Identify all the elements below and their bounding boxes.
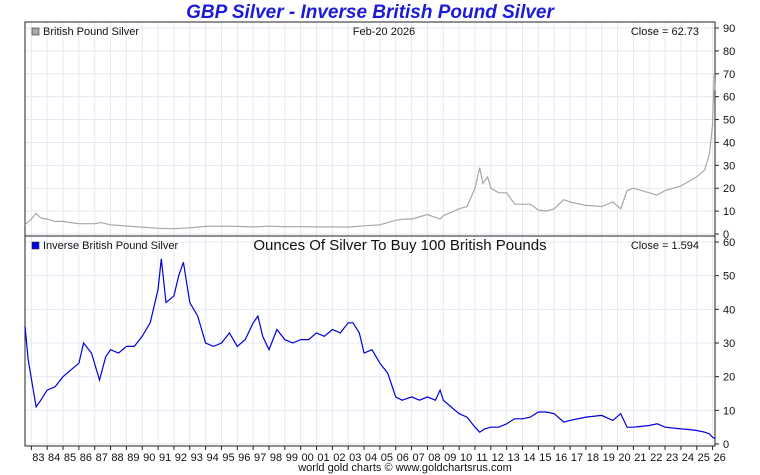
bottom-legend-label: Inverse British Pound Silver <box>43 240 178 252</box>
top-y-tick-label: 10 <box>723 206 735 218</box>
chart-title: GBP Silver - Inverse British Pound Silve… <box>186 2 554 23</box>
x-tick-label: 15 <box>539 452 551 464</box>
x-tick-label: 06 <box>397 452 409 464</box>
top-panel: 0 10 20 30 40 50 60 70 80 90 British Pound Silver… <box>24 21 735 241</box>
bottom-grid <box>25 236 715 446</box>
x-tick-label: 11 <box>476 452 487 464</box>
x-tick-label: 14 <box>523 452 535 464</box>
x-tick-label: 21 <box>634 452 646 464</box>
x-tick-label: 91 <box>159 452 171 464</box>
x-tick-label: 01 <box>317 452 329 464</box>
bot-plot-background <box>25 236 715 446</box>
bottom-close-label: Close = 1.594 <box>631 240 699 252</box>
x-tick-label: 08 <box>428 452 440 464</box>
x-tick-label: 24 <box>682 452 694 464</box>
x-tick-label: 18 <box>587 452 599 464</box>
top-y-tick-label: 80 <box>723 46 735 58</box>
x-tick-label: 13 <box>508 452 520 464</box>
footer-credit: world gold charts © www.goldchartsrus.co… <box>298 462 512 474</box>
bottom-chart-title: Ounces Of Silver To Buy 100 British Poun… <box>253 237 546 254</box>
x-tick-label: 98 <box>270 452 282 464</box>
x-tick-label: 02 <box>333 452 345 464</box>
x-tick-label: 22 <box>650 452 662 464</box>
x-tick-label: 92 <box>175 452 187 464</box>
x-tick-label: 07 <box>412 452 424 464</box>
top-plot-background <box>25 22 715 236</box>
top-legend-swatch <box>31 27 40 36</box>
bot-y-tick-label: 20 <box>723 372 735 384</box>
top-y-tick-label: 40 <box>723 137 735 149</box>
top-y-tick-label: 60 <box>723 92 735 104</box>
x-tick-label: 05 <box>381 452 393 464</box>
x-tick-label: 88 <box>111 452 123 464</box>
x-tick-label: 00 <box>302 452 314 464</box>
x-axis: 83 84 85 86 87 88 89 90 91 92 93 94 95 96 97 98 99 00 01 02… <box>30 446 726 464</box>
bot-y-tick-label: 30 <box>723 338 735 350</box>
bottom-legend-swatch <box>31 241 40 250</box>
top-y-tick-label: 30 <box>723 160 735 172</box>
bottom-y-axis: 0 10 20 30 40 50 60 <box>715 237 735 451</box>
x-tick-label: 86 <box>80 452 92 464</box>
x-tick-label: 12 <box>492 452 504 464</box>
bot-y-tick-label: 60 <box>723 237 735 249</box>
top-close-label: Close = 62.73 <box>631 26 699 38</box>
bot-y-tick-label: 10 <box>723 405 735 417</box>
top-series-line <box>24 73 716 230</box>
x-tick-label: 10 <box>460 452 472 464</box>
x-tick-label: 84 <box>48 452 60 464</box>
x-tick-label: 93 <box>191 452 203 464</box>
x-tick-label: 04 <box>365 452 377 464</box>
x-tick-label: 09 <box>444 452 456 464</box>
top-legend-label: British Pound Silver <box>43 26 139 38</box>
x-tick-label: 26 <box>713 452 725 464</box>
top-y-tick-label: 90 <box>723 23 735 35</box>
bot-y-tick-label: 40 <box>723 304 735 316</box>
top-y-tick-label: 70 <box>723 69 735 81</box>
x-tick-label: 97 <box>254 452 266 464</box>
x-tick-label: 90 <box>143 452 155 464</box>
top-date-label: Feb-20 2026 <box>353 26 415 38</box>
bottom-series-line <box>24 258 716 440</box>
x-tick-label: 03 <box>349 452 361 464</box>
top-y-axis: 0 10 20 30 40 50 60 70 80 90 <box>715 23 735 241</box>
bot-y-tick-label: 50 <box>723 271 735 283</box>
x-tick-label: 20 <box>618 452 630 464</box>
x-tick-label: 85 <box>64 452 76 464</box>
x-tick-label: 94 <box>206 452 218 464</box>
x-tick-label: 89 <box>127 452 139 464</box>
x-tick-label: 25 <box>698 452 710 464</box>
x-tick-label: 95 <box>222 452 234 464</box>
bot-y-tick-label: 0 <box>723 439 729 451</box>
x-tick-label: 99 <box>286 452 298 464</box>
x-tick-label: 83 <box>32 452 44 464</box>
x-tick-label: 16 <box>555 452 567 464</box>
top-y-tick-label: 20 <box>723 183 735 195</box>
top-y-tick-label: 0 <box>723 229 729 241</box>
x-tick-label: 87 <box>96 452 108 464</box>
x-tick-label: 19 <box>603 452 615 464</box>
top-grid <box>25 22 715 236</box>
x-tick-label: 23 <box>666 452 678 464</box>
x-tick-label: 17 <box>571 452 583 464</box>
top-y-tick-label: 50 <box>723 115 735 127</box>
bottom-panel-frame <box>24 235 716 447</box>
x-tick-label: 96 <box>238 452 250 464</box>
